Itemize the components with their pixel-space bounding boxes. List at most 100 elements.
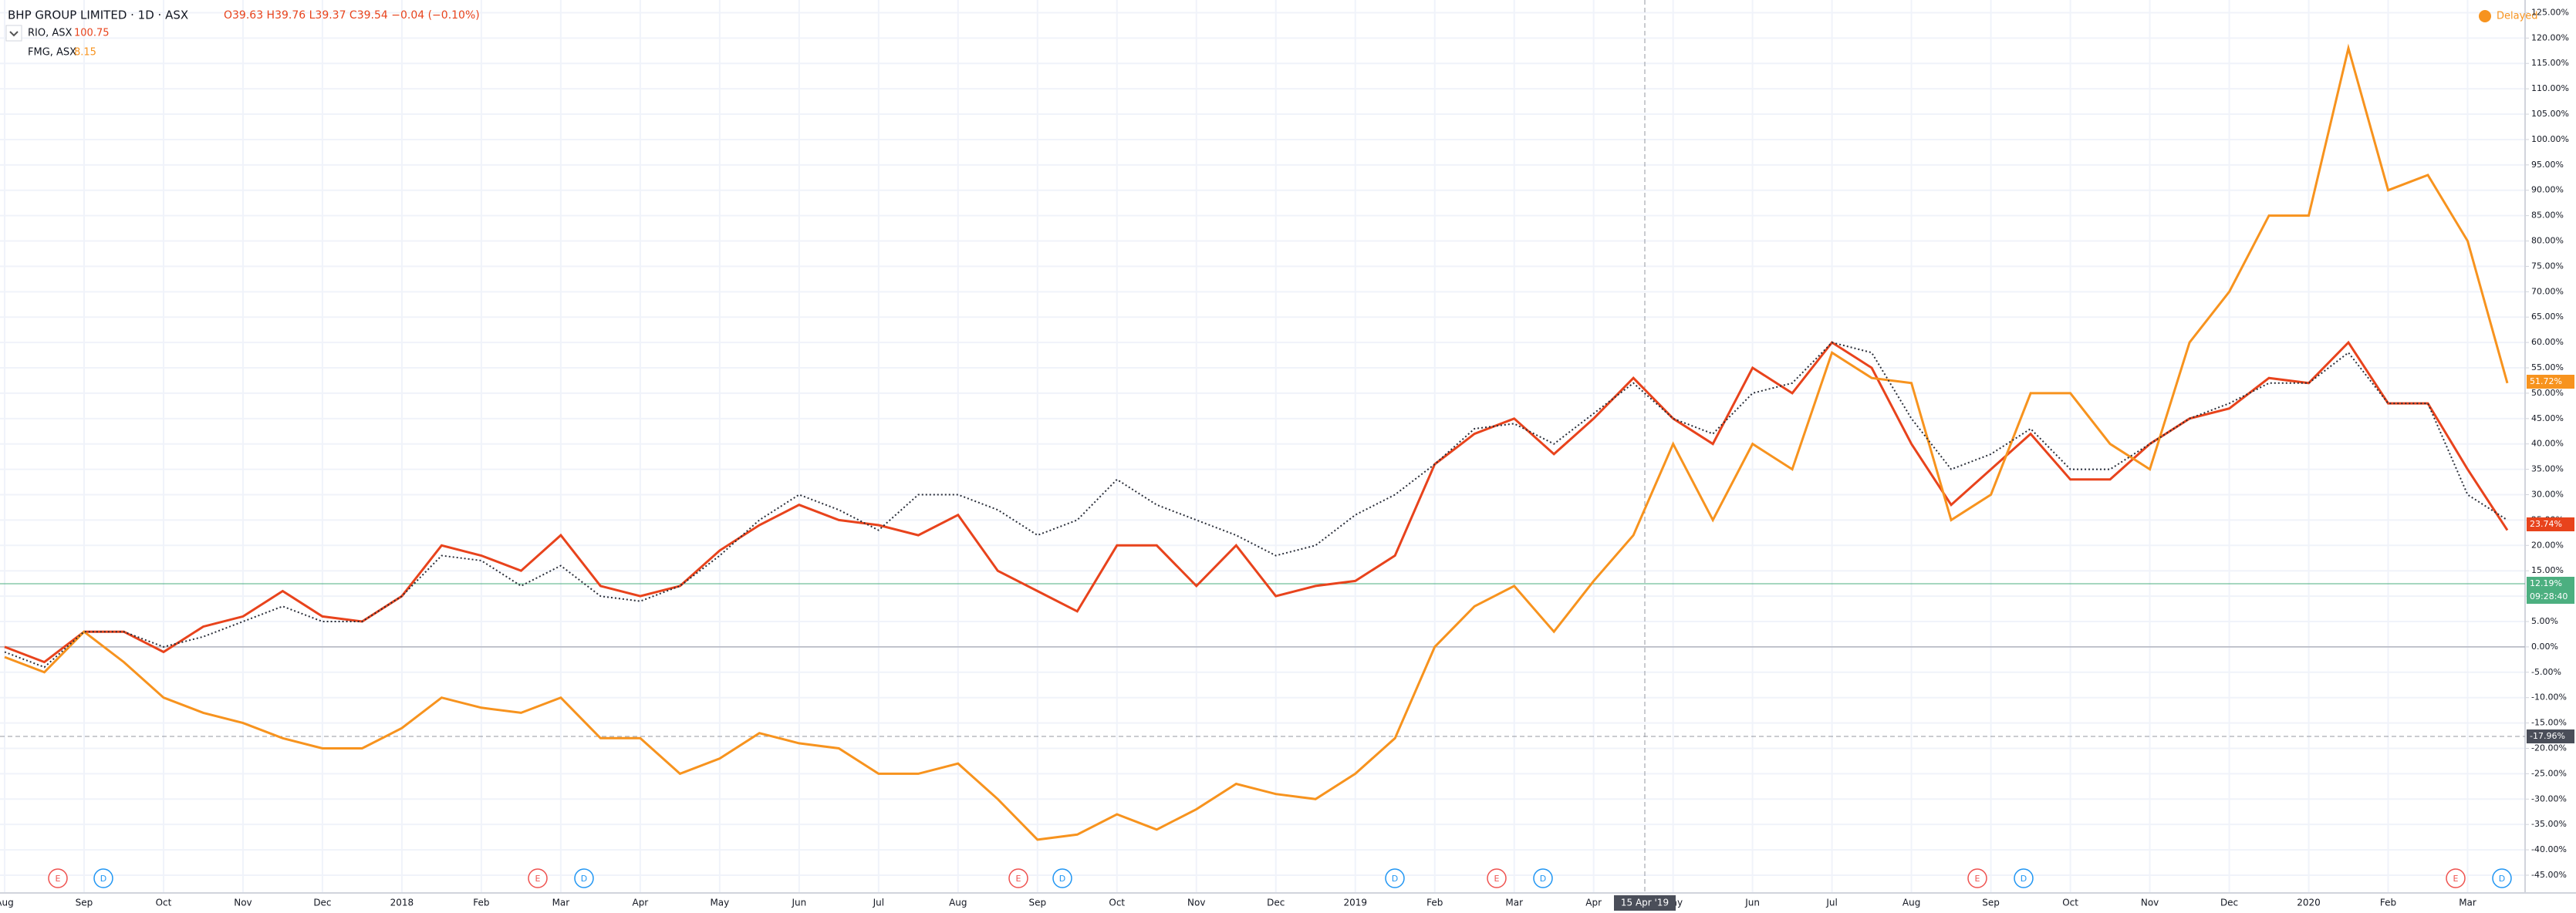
- y-tick-label: -10.00%: [2531, 692, 2567, 702]
- chevron: [9, 31, 19, 37]
- y-tick-label: -45.00%: [2531, 870, 2567, 880]
- event-label: D: [1059, 874, 1065, 884]
- event-marker: [1385, 868, 1405, 888]
- x-tick-label: Jun: [791, 898, 806, 908]
- x-tick-label: Dec: [2220, 898, 2238, 908]
- y-tick-label: 45.00%: [2531, 413, 2564, 423]
- x-tick-label: 2018: [390, 898, 414, 908]
- y-tick-label: -35.00%: [2531, 819, 2567, 829]
- event-label: E: [1975, 874, 1980, 884]
- x-tick-label: 2019: [1343, 898, 1367, 908]
- y-tick-label: -40.00%: [2531, 844, 2567, 854]
- legend-name: RIO, ASX: [28, 28, 73, 39]
- event-label: E: [2453, 874, 2459, 884]
- event-label: E: [1494, 874, 1500, 884]
- date-label-bg: [1614, 895, 1676, 911]
- event-label: D: [2021, 874, 2027, 884]
- x-tick-label: Mar: [552, 898, 570, 908]
- price-label: 23.74%: [2530, 519, 2562, 529]
- y-tick-label: -25.00%: [2531, 768, 2567, 778]
- x-tick-label: Sep: [76, 898, 93, 908]
- ohlc: O39.63 H39.76 L39.37 C39.54 −0.04 (−0.10…: [224, 9, 480, 22]
- event-marker: [1008, 868, 1028, 888]
- y-tick-label: 90.00%: [2531, 185, 2564, 195]
- event-label: D: [1540, 874, 1546, 884]
- event-label: D: [2499, 874, 2505, 884]
- y-tick-label: 75.00%: [2531, 261, 2564, 271]
- x-tick-label: Nov: [1187, 898, 1205, 908]
- x-tick-label: Dec: [313, 898, 331, 908]
- x-tick-label: Dec: [1267, 898, 1285, 908]
- event-marker: [48, 868, 68, 888]
- y-tick-label: 95.00%: [2531, 160, 2564, 170]
- y-tick-label: 65.00%: [2531, 312, 2564, 322]
- x-tick-label: Oct: [1109, 898, 1125, 908]
- x-tick-label: May: [710, 898, 729, 908]
- x-tick-label: 2020: [2297, 898, 2321, 908]
- x-tick-label: Nov: [234, 898, 252, 908]
- price-label: 12.19%: [2530, 578, 2562, 588]
- event-marker: [93, 868, 113, 888]
- legend-toggle[interactable]: [5, 25, 22, 42]
- price-label: -17.96%: [2530, 731, 2565, 741]
- y-tick-label: 85.00%: [2531, 211, 2564, 221]
- y-tick-label: 100.00%: [2531, 134, 2569, 144]
- x-tick-label: Jul: [1825, 898, 1837, 908]
- event-marker: [2492, 868, 2512, 888]
- event-label: D: [1392, 874, 1398, 884]
- grid-group: [0, 0, 2525, 893]
- event-marker: [1487, 868, 1507, 888]
- y-tick-label: 80.00%: [2531, 236, 2564, 246]
- y-tick-label: 15.00%: [2531, 565, 2564, 575]
- event-label: D: [581, 874, 587, 884]
- legend-value: 8.15: [74, 47, 96, 59]
- y-tick-label: 110.00%: [2531, 83, 2569, 93]
- price-label-bg: [2527, 375, 2574, 389]
- event-marker: [2446, 868, 2466, 888]
- x-tick-label: Mar: [1505, 898, 1523, 908]
- price-label-bg: [2527, 590, 2574, 604]
- y-axis-panel: [2525, 0, 2576, 913]
- x-tick-label: Jun: [1744, 898, 1760, 908]
- x-tick-label: Feb: [2380, 898, 2396, 908]
- y-tick-label: 30.00%: [2531, 490, 2564, 500]
- price-label-bg: [2527, 729, 2574, 743]
- event-label: E: [1016, 874, 1021, 884]
- x-tick-label: Aug: [0, 898, 14, 908]
- x-tick-label: Jul: [873, 898, 884, 908]
- y-tick-label: 50.00%: [2531, 388, 2564, 398]
- y-tick-label: -30.00%: [2531, 793, 2567, 804]
- x-tick-label: Aug: [949, 898, 967, 908]
- x-tick-label: Nov: [2141, 898, 2159, 908]
- event-marker: [1052, 868, 1072, 888]
- series-line: [4, 43, 2509, 841]
- event-marker: [1967, 868, 1987, 888]
- price-label-bg: [2527, 517, 2574, 531]
- y-tick-label: -20.00%: [2531, 743, 2567, 753]
- y-tick-label: 105.00%: [2531, 109, 2569, 119]
- event-marker: [528, 868, 548, 888]
- event-marker: [1533, 868, 1553, 888]
- x-tick-label: Mar: [2459, 898, 2476, 908]
- event-marker: [574, 868, 594, 888]
- y-tick-label: 55.00%: [2531, 362, 2564, 372]
- delayed-icon: [2479, 10, 2491, 22]
- y-tick-label: 40.00%: [2531, 439, 2564, 449]
- legend-value: 100.75: [74, 28, 110, 39]
- event-marker: [2014, 868, 2034, 888]
- y-tick-label: -5.00%: [2531, 667, 2561, 677]
- event-label: E: [56, 874, 61, 884]
- event-label: D: [100, 874, 106, 884]
- delayed: Delayed: [2497, 11, 2538, 22]
- x-tick-label: Oct: [2062, 898, 2078, 908]
- price-label: 09:28:40: [2530, 591, 2568, 601]
- symbol-title: BHP GROUP LIMITED · 1D · ASX: [8, 8, 188, 22]
- x-tick-label: Apr: [632, 898, 648, 908]
- price-label: 51.72%: [2530, 376, 2562, 386]
- price-label-bg: [2527, 577, 2574, 591]
- x-tick-label: Apr: [1585, 898, 1602, 908]
- y-tick-label: 5.00%: [2531, 616, 2558, 626]
- x-tick-label: Sep: [1028, 898, 1046, 908]
